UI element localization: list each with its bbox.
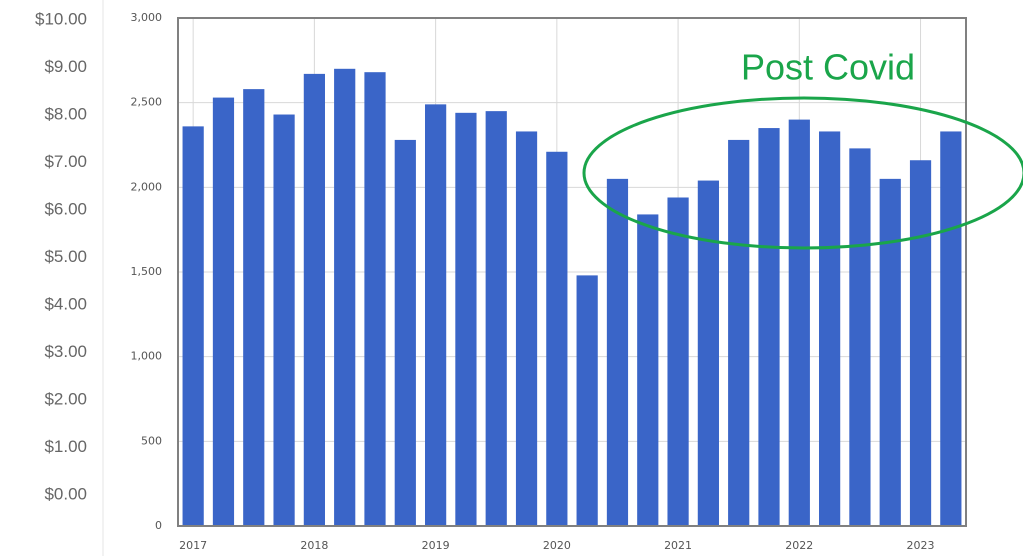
bar [667, 197, 689, 526]
bar [879, 178, 901, 526]
x-tick-label: 2023 [907, 539, 935, 552]
highlight-ellipse [582, 96, 1023, 250]
bar [697, 180, 719, 526]
y-tick-label: 3,000 [131, 11, 163, 24]
annotation: Post Covid [741, 47, 915, 88]
bar [546, 151, 568, 527]
y2-tick-label: $1.00 [44, 437, 87, 456]
bar [576, 275, 598, 526]
bar [364, 72, 386, 526]
bar [637, 214, 659, 526]
y2-tick-label: $3.00 [44, 342, 87, 361]
bar [606, 178, 629, 526]
y-tick-label: 1,500 [131, 265, 163, 278]
bar [273, 114, 295, 527]
y2-tick-label: $8.00 [44, 104, 87, 123]
y2-tick-label: $7.00 [44, 152, 87, 171]
y2-tick-label: $6.00 [44, 199, 87, 218]
bars [182, 68, 962, 527]
y-tick-label: 500 [141, 434, 162, 447]
bar [455, 112, 477, 527]
y-tick-label: 1,000 [131, 350, 163, 363]
bar [303, 73, 325, 526]
bar [212, 97, 235, 526]
bar [425, 104, 447, 527]
x-tick-label: 2019 [422, 539, 450, 552]
bar [819, 131, 841, 526]
y-tick-label: 0 [155, 519, 162, 532]
bar [394, 139, 416, 527]
x-tick-label: 2022 [785, 539, 813, 552]
x-tick-label: 2021 [664, 539, 692, 552]
bar [485, 111, 507, 526]
bar [788, 119, 810, 526]
y2-tick-label: $5.00 [44, 247, 87, 266]
y-tick-label: 2,500 [131, 96, 163, 109]
y2-tick-label: $2.00 [44, 389, 87, 408]
x-tick-label: 2018 [300, 539, 328, 552]
bar [758, 128, 780, 527]
y2-tick-label: $4.00 [44, 294, 87, 313]
bar [909, 160, 932, 527]
bar [334, 68, 356, 527]
x-tick-label: 2020 [543, 539, 571, 552]
bar [243, 89, 265, 527]
grid [178, 17, 966, 527]
bar [849, 148, 871, 527]
bar [182, 126, 204, 526]
bar [940, 131, 962, 526]
bar [515, 131, 538, 526]
bar [728, 139, 750, 527]
y2-tick-label: $0.00 [44, 484, 87, 503]
plot-border [177, 17, 967, 527]
x-tick-label: 2017 [179, 539, 207, 552]
y-tick-label: 2,000 [131, 180, 163, 193]
y2-tick-label: $9.00 [44, 57, 87, 76]
y2-tick-label: $10.00 [35, 9, 87, 28]
